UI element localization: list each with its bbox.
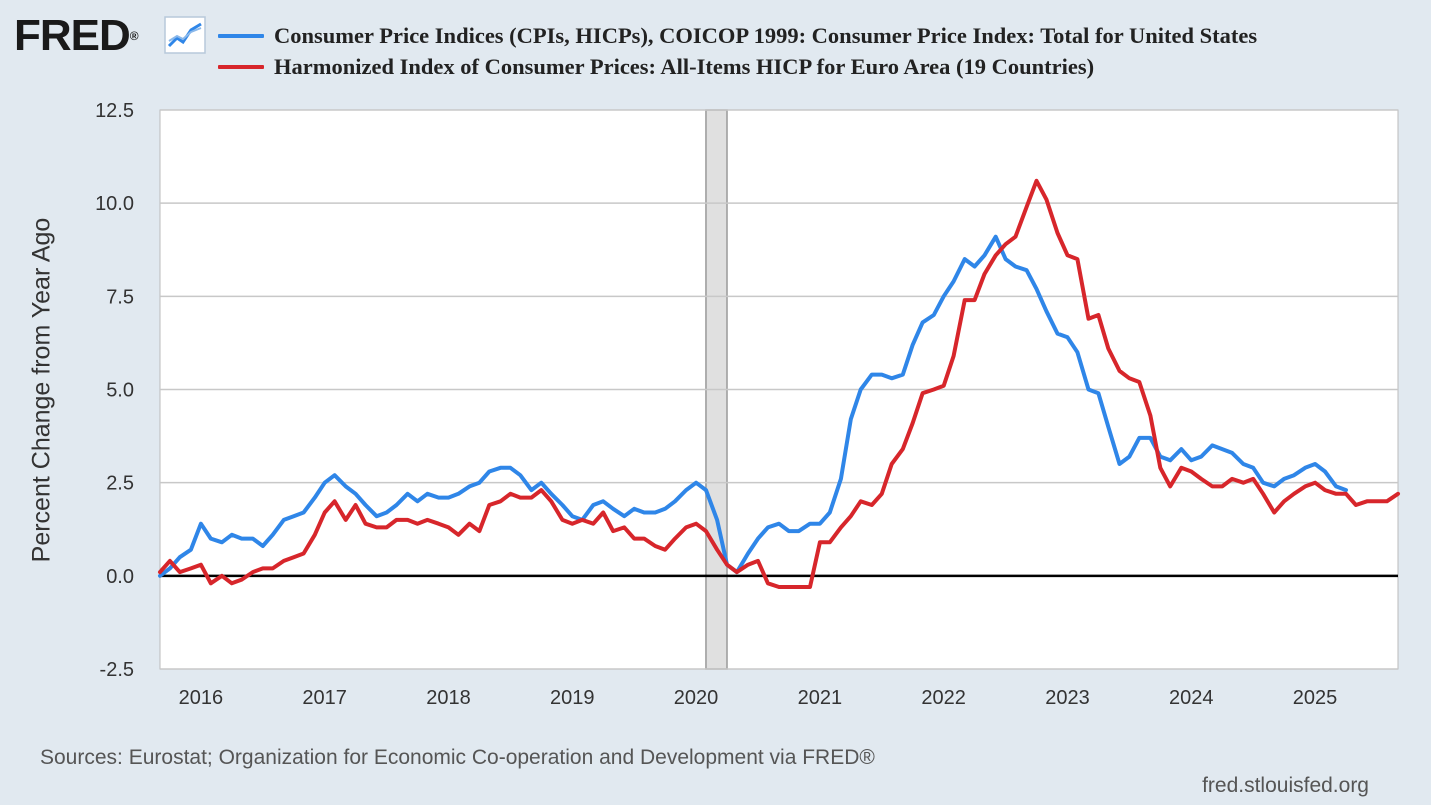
x-tick-label: 2019 bbox=[550, 687, 595, 709]
legend-swatch-red bbox=[218, 64, 264, 69]
x-tick-label: 2017 bbox=[302, 687, 347, 709]
legend-item-euro-hicp[interactable]: Harmonized Index of Consumer Prices: All… bbox=[218, 51, 1257, 82]
legend-label-euro-hicp: Harmonized Index of Consumer Prices: All… bbox=[274, 53, 1095, 79]
y-tick-label: 7.5 bbox=[106, 286, 134, 308]
y-tick-label: 2.5 bbox=[106, 473, 134, 495]
y-tick-label: 0.0 bbox=[106, 566, 134, 588]
series-line-us-cpi[interactable] bbox=[158, 234, 1348, 578]
x-tick-label: 2022 bbox=[921, 687, 966, 709]
fred-logo-text: FRED bbox=[14, 11, 131, 60]
series-line-euro-hicp[interactable] bbox=[158, 178, 1400, 589]
x-tick-label: 2021 bbox=[798, 687, 843, 709]
y-tick-label: -2.5 bbox=[100, 659, 134, 681]
legend-item-us-cpi[interactable]: Consumer Price Indices (CPIs, HICPs), CO… bbox=[218, 20, 1257, 51]
y-tick-label: 10.0 bbox=[95, 193, 134, 215]
y-tick-label: 12.5 bbox=[95, 100, 134, 122]
y-tick-label: 5.0 bbox=[106, 380, 134, 402]
line-chart-icon bbox=[164, 16, 206, 59]
x-tick-label: 2023 bbox=[1045, 687, 1090, 709]
x-tick-label: 2018 bbox=[426, 687, 471, 709]
legend-label-us-cpi: Consumer Price Indices (CPIs, HICPs), CO… bbox=[274, 22, 1258, 48]
source-note: Sources: Eurostat; Organization for Econ… bbox=[40, 746, 875, 769]
x-tick-label: 2016 bbox=[179, 687, 224, 709]
gridlines bbox=[160, 109, 1398, 670]
legend-swatch-blue bbox=[218, 33, 264, 38]
registered-mark: ® bbox=[129, 29, 139, 43]
x-tick-label: 2025 bbox=[1293, 687, 1338, 709]
series-lines bbox=[158, 178, 1400, 589]
fred-url[interactable]: fred.stlouisfed.org bbox=[1202, 774, 1369, 797]
fred-logo[interactable]: FRED® bbox=[14, 11, 139, 60]
x-tick-label: 2020 bbox=[674, 687, 719, 709]
chart-legend: Consumer Price Indices (CPIs, HICPs), CO… bbox=[218, 20, 1257, 82]
x-tick-label: 2024 bbox=[1169, 687, 1214, 709]
tick-labels: -2.5 0.0 2.5 5.0 7.5 10.0 12.5 2016 2017 2018 2019… bbox=[95, 100, 1337, 709]
